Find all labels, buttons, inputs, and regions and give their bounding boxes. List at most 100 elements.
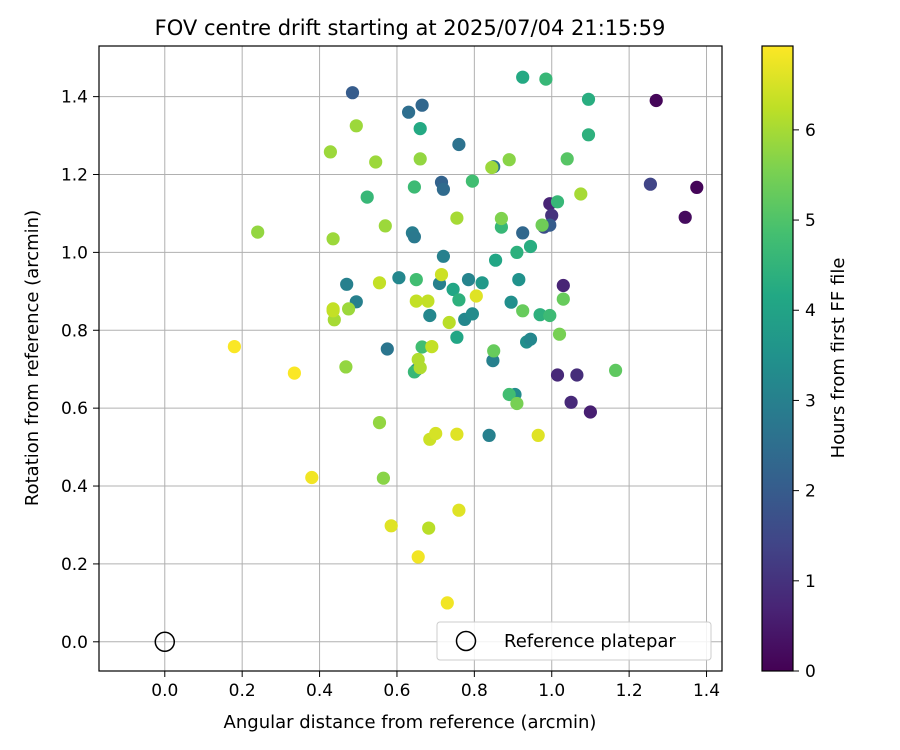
data-point xyxy=(556,278,570,293)
y-tick-label: 0.2 xyxy=(61,555,88,575)
reference-layer xyxy=(154,631,176,653)
data-point xyxy=(413,122,427,136)
data-point xyxy=(415,340,429,354)
colorbar-tick-label: 6 xyxy=(805,121,816,141)
colorbar-label: Hours from first FF file xyxy=(828,258,849,459)
data-point xyxy=(494,211,508,226)
data-point xyxy=(413,361,427,375)
legend-label: Reference platepar xyxy=(504,631,676,652)
x-tick-label: 0.0 xyxy=(151,681,178,701)
y-tick-label: 0.4 xyxy=(61,477,88,497)
data-point xyxy=(413,152,427,166)
data-point xyxy=(323,145,337,159)
data-point xyxy=(380,342,394,356)
colorbar-gradient xyxy=(761,45,794,672)
data-point xyxy=(510,245,524,259)
legend-reference-marker xyxy=(455,630,477,652)
data-point xyxy=(516,70,530,84)
data-point xyxy=(372,276,387,290)
data-point xyxy=(570,368,584,382)
data-point xyxy=(550,195,565,209)
data-point xyxy=(452,503,466,517)
data-point xyxy=(392,271,406,285)
reference-platepar-marker xyxy=(154,631,176,653)
data-point xyxy=(461,273,476,287)
legend-box xyxy=(436,621,712,661)
data-point xyxy=(407,180,421,194)
data-point xyxy=(502,153,516,167)
data-point xyxy=(227,340,241,354)
data-point xyxy=(475,276,489,290)
data-point xyxy=(340,277,354,291)
colorbar-tick-label: 4 xyxy=(805,301,816,321)
data-point xyxy=(581,92,596,106)
y-axis-ticks: 0.0 0.2 0.4 0.6 0.8 1.0 1.2 1.4 xyxy=(61,88,99,653)
y-tick-label: 1.2 xyxy=(61,166,88,186)
data-point xyxy=(421,294,435,308)
data-point xyxy=(649,93,663,108)
grid-lines xyxy=(99,46,722,671)
data-point xyxy=(326,232,340,246)
x-tick-label: 0.6 xyxy=(383,681,410,701)
data-point xyxy=(423,308,437,323)
data-point xyxy=(510,396,524,411)
data-point xyxy=(486,354,500,368)
data-point xyxy=(434,268,449,282)
data-point xyxy=(407,230,421,244)
data-point xyxy=(523,332,538,346)
data-point xyxy=(251,225,265,239)
data-point xyxy=(583,405,598,419)
data-point xyxy=(516,226,530,240)
colorbar-tick-label: 0 xyxy=(805,662,816,682)
colorbar-tick-label: 5 xyxy=(805,211,816,231)
data-point xyxy=(446,282,460,296)
data-point xyxy=(436,249,450,263)
data-point xyxy=(422,521,436,535)
x-tick-label: 1.0 xyxy=(538,681,565,701)
data-point xyxy=(550,368,565,382)
y-axis-label: Rotation from reference (arcmin) xyxy=(22,210,43,506)
chart-title: FOV centre drift starting at 2025/07/04 … xyxy=(155,16,666,40)
data-point xyxy=(552,327,567,341)
data-point xyxy=(440,596,454,610)
data-point xyxy=(450,211,464,225)
data-point xyxy=(523,239,538,254)
data-point xyxy=(487,344,501,358)
data-point xyxy=(369,155,383,169)
y-tick-label: 1.4 xyxy=(61,88,88,108)
data-point xyxy=(409,273,423,287)
data-point xyxy=(485,160,499,175)
data-point xyxy=(502,387,516,402)
y-tick-label: 0.0 xyxy=(61,633,88,653)
data-point xyxy=(452,137,466,152)
data-point xyxy=(450,330,464,344)
y-tick-label: 0.8 xyxy=(61,321,88,341)
data-point xyxy=(581,128,596,142)
data-points xyxy=(227,70,704,610)
x-tick-label: 0.2 xyxy=(229,681,256,701)
data-point xyxy=(429,426,443,441)
data-point xyxy=(512,273,526,287)
data-point xyxy=(305,470,319,485)
data-point xyxy=(560,152,574,166)
data-point xyxy=(378,219,392,233)
y-tick-label: 0.6 xyxy=(61,399,88,419)
data-point xyxy=(415,98,429,112)
colorbar-tick-label: 1 xyxy=(805,572,816,592)
x-tick-label: 1.2 xyxy=(616,681,643,701)
data-point xyxy=(411,550,425,564)
colorbar: 0 1 2 3 4 5 6 Hours from first FF file xyxy=(761,45,849,682)
data-point xyxy=(609,363,623,377)
data-point xyxy=(533,308,547,322)
data-point xyxy=(450,427,464,441)
data-point xyxy=(452,293,466,307)
y-tick-label: 1.0 xyxy=(61,243,88,263)
data-point xyxy=(287,366,301,380)
data-point xyxy=(376,471,390,485)
data-point xyxy=(465,174,479,188)
data-point xyxy=(360,190,374,204)
data-point xyxy=(543,308,557,323)
data-point xyxy=(384,519,398,533)
data-point xyxy=(678,210,692,224)
data-point xyxy=(690,180,704,194)
